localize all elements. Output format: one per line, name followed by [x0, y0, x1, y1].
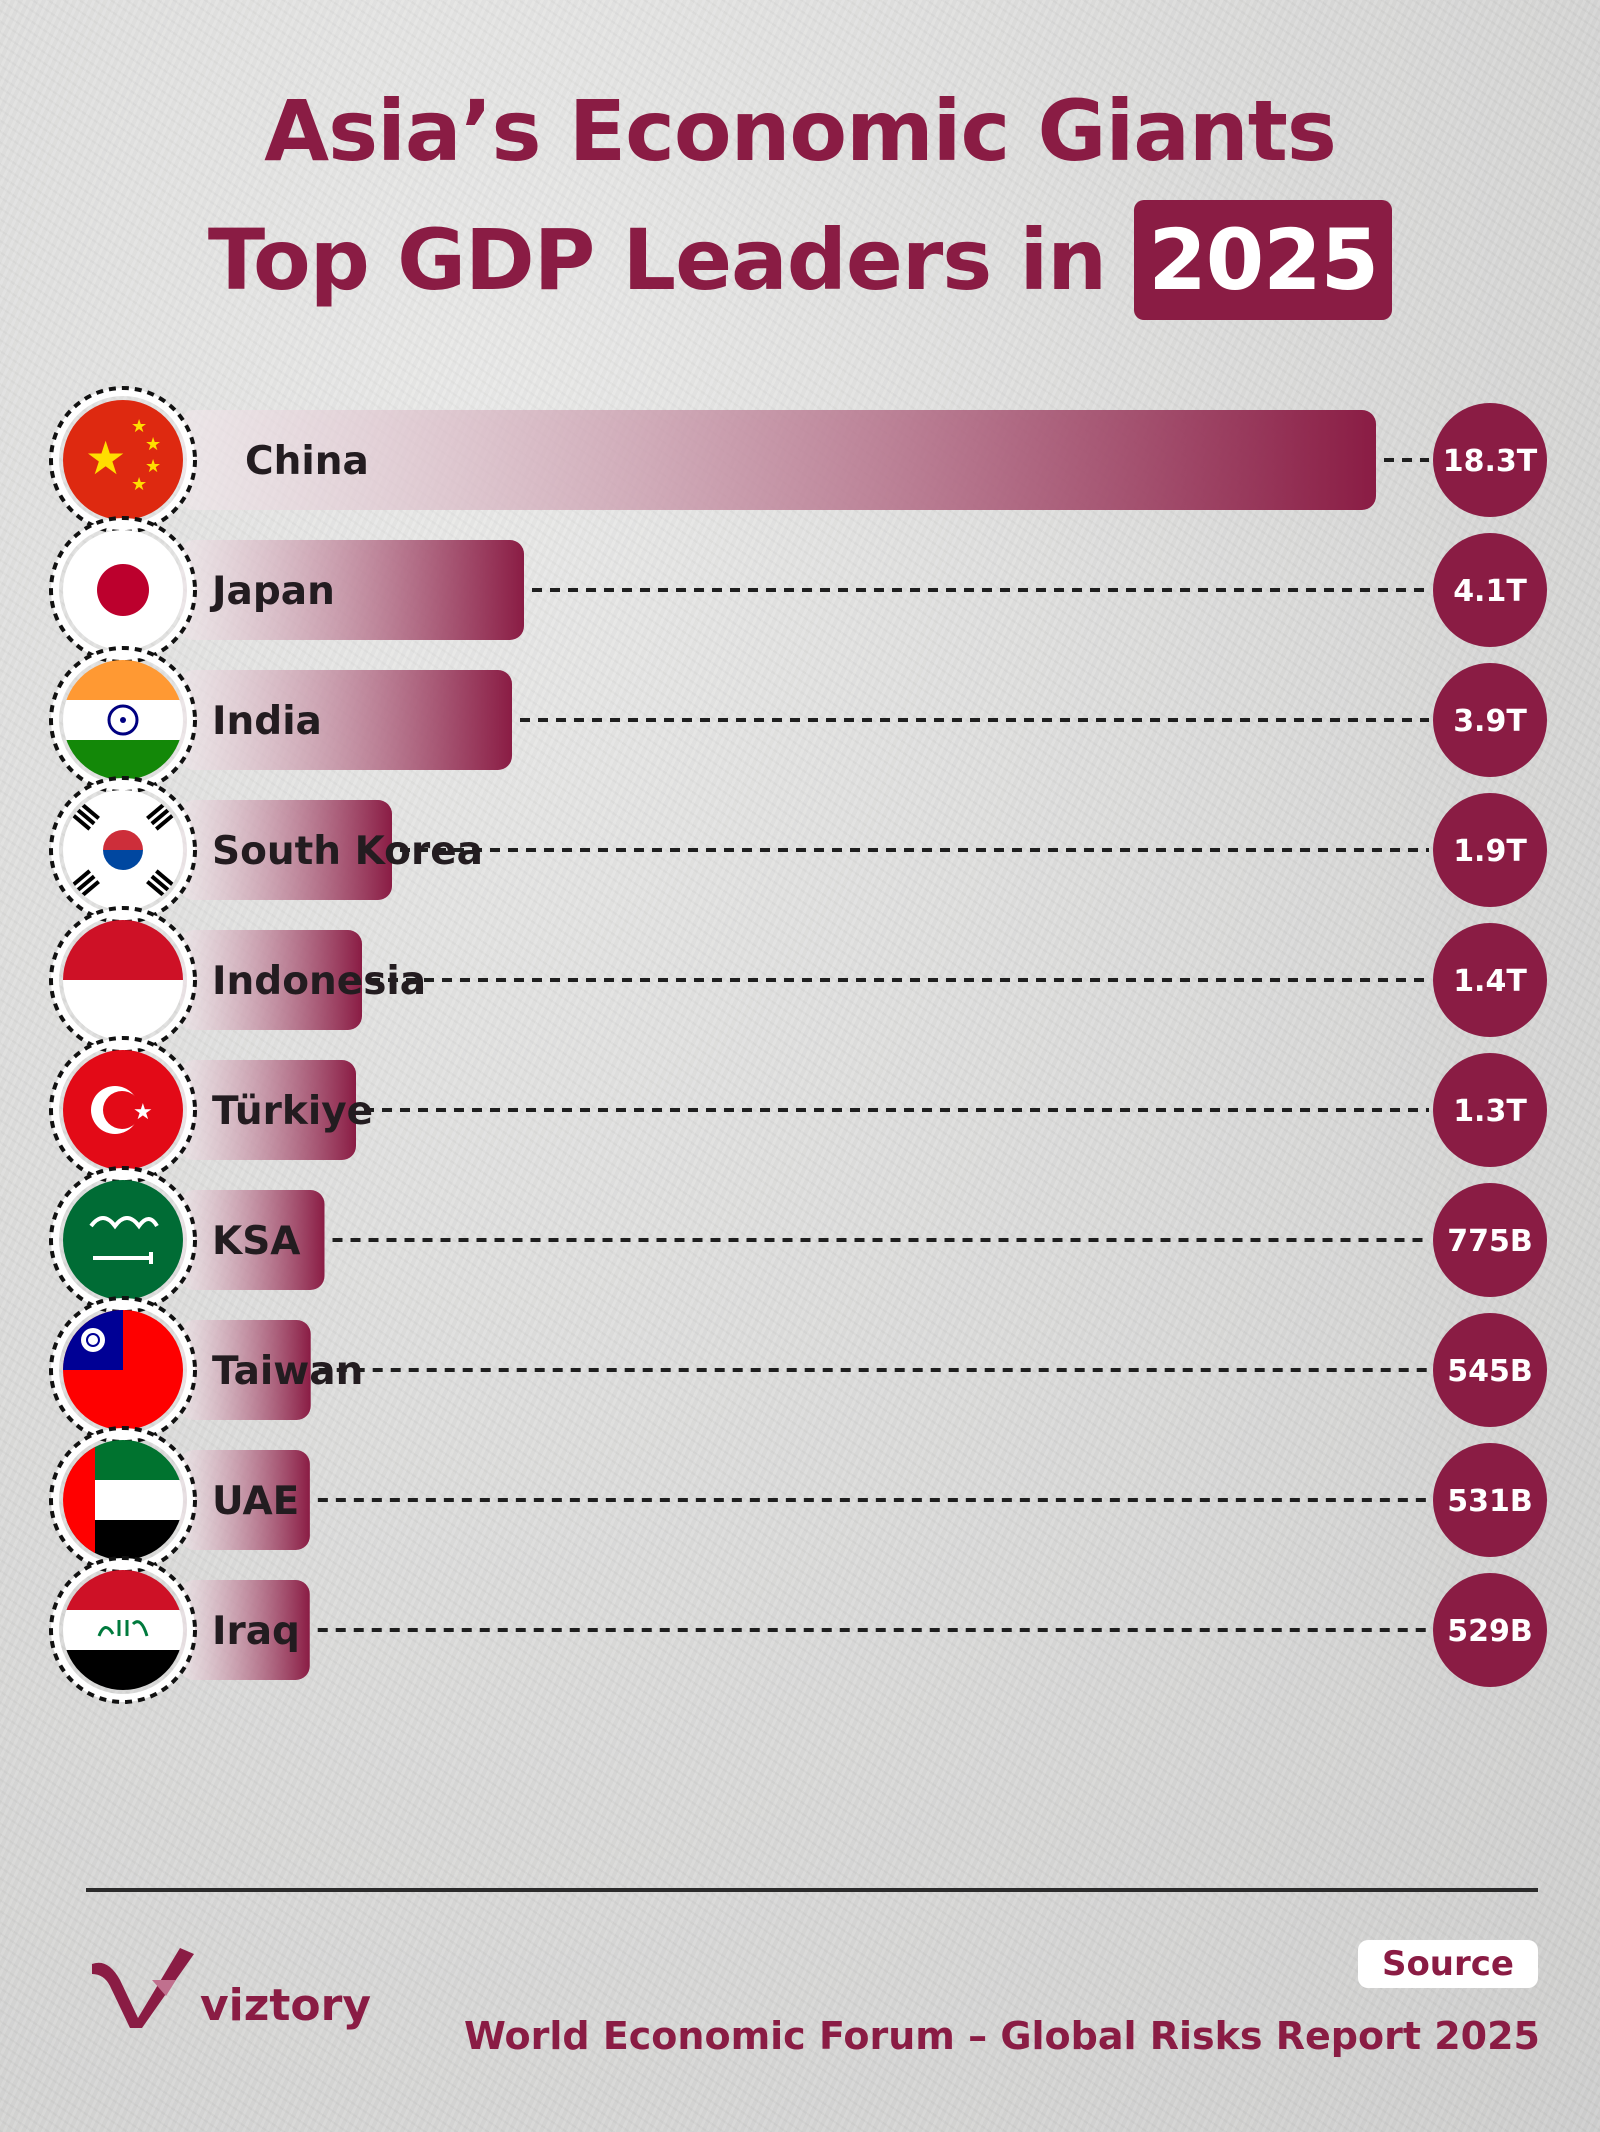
- south-korea-flag-icon: [49, 776, 197, 924]
- value-badge-china: [1433, 403, 1547, 517]
- brand-name: viztory: [200, 1980, 372, 2031]
- source-label: Source: [1357, 1940, 1538, 1988]
- value-label-uae: 531B: [1447, 1484, 1533, 1519]
- turkiye-flag-icon: ★: [49, 1036, 197, 1184]
- value-label-ksa: 775B: [1447, 1224, 1533, 1259]
- category-label-india: India: [212, 699, 322, 744]
- value-label-china: 18.3T: [1443, 444, 1538, 479]
- category-label-indonesia: Indonesia: [212, 959, 426, 1004]
- title-line-2: Top GDP Leaders in 2025: [0, 200, 1600, 320]
- title-line-1: Asia’s Economic Giants: [264, 82, 1337, 180]
- bar-japan: [180, 540, 524, 640]
- value-label-iraq: 529B: [1447, 1614, 1533, 1649]
- svg-text:★: ★: [133, 1100, 153, 1125]
- svg-text:★: ★: [145, 456, 161, 477]
- value-badge-india: [1433, 663, 1547, 777]
- svg-text:★: ★: [145, 434, 161, 455]
- japan-flag-icon: [49, 516, 197, 664]
- china-flag-icon: ★★★★★: [49, 386, 197, 534]
- value-label-japan: 4.1T: [1453, 574, 1527, 609]
- bar-turkiye: [180, 1060, 356, 1160]
- bar-china: [180, 410, 1376, 510]
- svg-text:★: ★: [85, 431, 126, 485]
- value-badge-indonesia: [1433, 923, 1547, 1037]
- bar-indonesia: [180, 930, 362, 1030]
- bar-south-korea: [180, 800, 392, 900]
- value-badge-uae: [1433, 1443, 1547, 1557]
- gdp-bar-chart: 18.3TChina★★★★★4.1TJapan3.9TIndia1.9TSou…: [49, 386, 1547, 1704]
- source-text: World Economic Forum – Global Risks Repo…: [463, 2014, 1540, 2058]
- bar-ksa: [180, 1190, 325, 1290]
- value-badge-taiwan: [1433, 1313, 1547, 1427]
- bar-iraq: [180, 1580, 310, 1680]
- value-label-turkiye: 1.3T: [1453, 1094, 1527, 1129]
- value-label-taiwan: 545B: [1447, 1354, 1533, 1389]
- value-badge-south-korea: [1433, 793, 1547, 907]
- uae-flag-icon: [49, 1426, 197, 1574]
- value-badge-ksa: [1433, 1183, 1547, 1297]
- indonesia-flag-icon: [49, 906, 197, 1054]
- ksa-flag-icon: [49, 1166, 197, 1314]
- footer-divider: [86, 1888, 1538, 1892]
- category-label-ksa: KSA: [212, 1219, 301, 1264]
- svg-text:★: ★: [131, 474, 147, 495]
- category-label-japan: Japan: [209, 569, 335, 614]
- value-label-india: 3.9T: [1453, 704, 1527, 739]
- viztory-logo-icon: [92, 1948, 194, 2028]
- category-label-iraq: Iraq: [212, 1609, 300, 1654]
- taiwan-flag-icon: [49, 1296, 197, 1444]
- bar-india: [180, 670, 512, 770]
- title-line-2-text: Top GDP Leaders in: [207, 211, 1107, 309]
- category-label-south-korea: South Korea: [212, 829, 483, 874]
- india-flag-icon: [49, 646, 197, 794]
- value-label-south-korea: 1.9T: [1453, 834, 1527, 869]
- bar-taiwan: [180, 1320, 311, 1420]
- iraq-flag-icon: [49, 1556, 197, 1704]
- category-label-uae: UAE: [212, 1479, 299, 1524]
- title-year-badge: 2025: [1134, 200, 1393, 320]
- category-label-turkiye: Türkiye: [212, 1089, 373, 1134]
- value-badge-turkiye: [1433, 1053, 1547, 1167]
- category-label-taiwan: Taiwan: [212, 1349, 363, 1394]
- value-badge-japan: [1433, 533, 1547, 647]
- svg-text:★: ★: [131, 416, 147, 437]
- value-badge-iraq: [1433, 1573, 1547, 1687]
- category-label-china: China: [245, 439, 369, 484]
- bar-uae: [180, 1450, 310, 1550]
- value-label-indonesia: 1.4T: [1453, 964, 1527, 999]
